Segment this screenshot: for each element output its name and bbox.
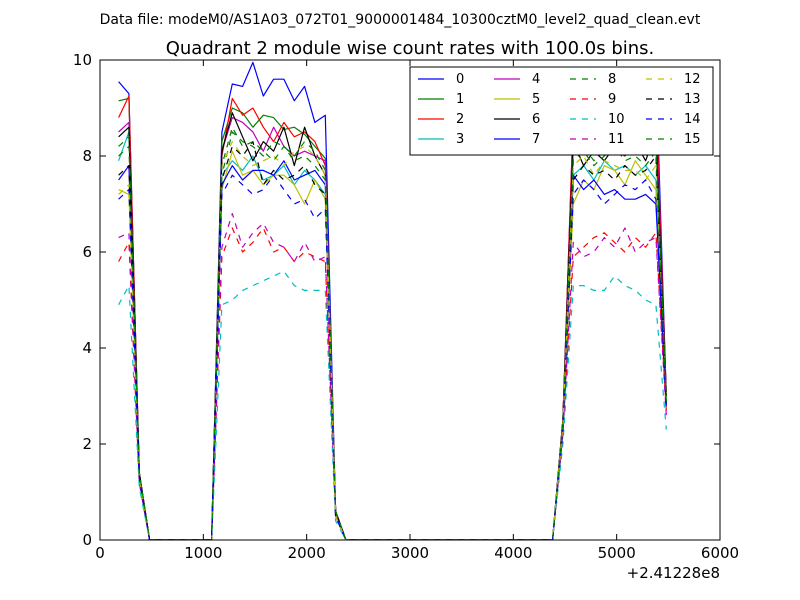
y-tick-label: 8: [82, 147, 92, 165]
series-line-14: [118, 174, 667, 540]
legend-label-12: 12: [684, 72, 701, 87]
series-line-13: [118, 141, 667, 540]
legend-label-7: 7: [532, 132, 540, 147]
legend-label-3: 3: [456, 132, 464, 147]
legend-box: [409, 66, 714, 156]
series-line-3: [118, 131, 667, 540]
series-line-11: [118, 213, 667, 540]
y-tick-label: 0: [82, 531, 92, 549]
legend-label-4: 4: [532, 72, 540, 87]
y-tick-label: 4: [82, 339, 92, 357]
x-tick-label: 3000: [391, 544, 429, 562]
data-file-label: Data file: modeM0/AS1A03_072T01_90000014…: [100, 12, 701, 28]
series-line-8: [118, 131, 667, 540]
legend-label-5: 5: [532, 92, 540, 107]
y-tick-label: 10: [73, 51, 92, 69]
legend-label-1: 1: [456, 92, 464, 107]
series-line-2: [118, 92, 667, 540]
series-line-5: [118, 150, 667, 540]
legend-label-8: 8: [608, 72, 616, 87]
legend-label-9: 9: [608, 92, 616, 107]
legend-label-0: 0: [456, 72, 464, 87]
legend-label-11: 11: [608, 132, 625, 147]
x-tick-label: 6000: [701, 544, 739, 562]
series-line-10: [118, 270, 667, 540]
x-tick-label: 4000: [494, 544, 532, 562]
x-tick-label: 1000: [184, 544, 222, 562]
x-tick-label: 0: [95, 544, 105, 562]
x-tick-label: 5000: [598, 544, 636, 562]
legend-label-6: 6: [532, 112, 540, 127]
y-tick-label: 6: [82, 243, 92, 261]
legend-label-2: 2: [456, 112, 464, 127]
series-line-9: [118, 227, 667, 540]
legend-label-13: 13: [684, 92, 701, 107]
legend-label-10: 10: [608, 112, 625, 127]
x-offset-label: +2.41228e8: [627, 564, 720, 582]
series-line-12: [118, 141, 667, 540]
series-line-7: [118, 160, 667, 540]
y-tick-label: 2: [82, 435, 92, 453]
chart-title: Quadrant 2 module wise count rates with …: [166, 38, 655, 59]
x-tick-label: 2000: [288, 544, 326, 562]
legend-label-15: 15: [684, 132, 701, 147]
series-line-6: [118, 112, 667, 540]
legend-label-14: 14: [684, 112, 701, 127]
